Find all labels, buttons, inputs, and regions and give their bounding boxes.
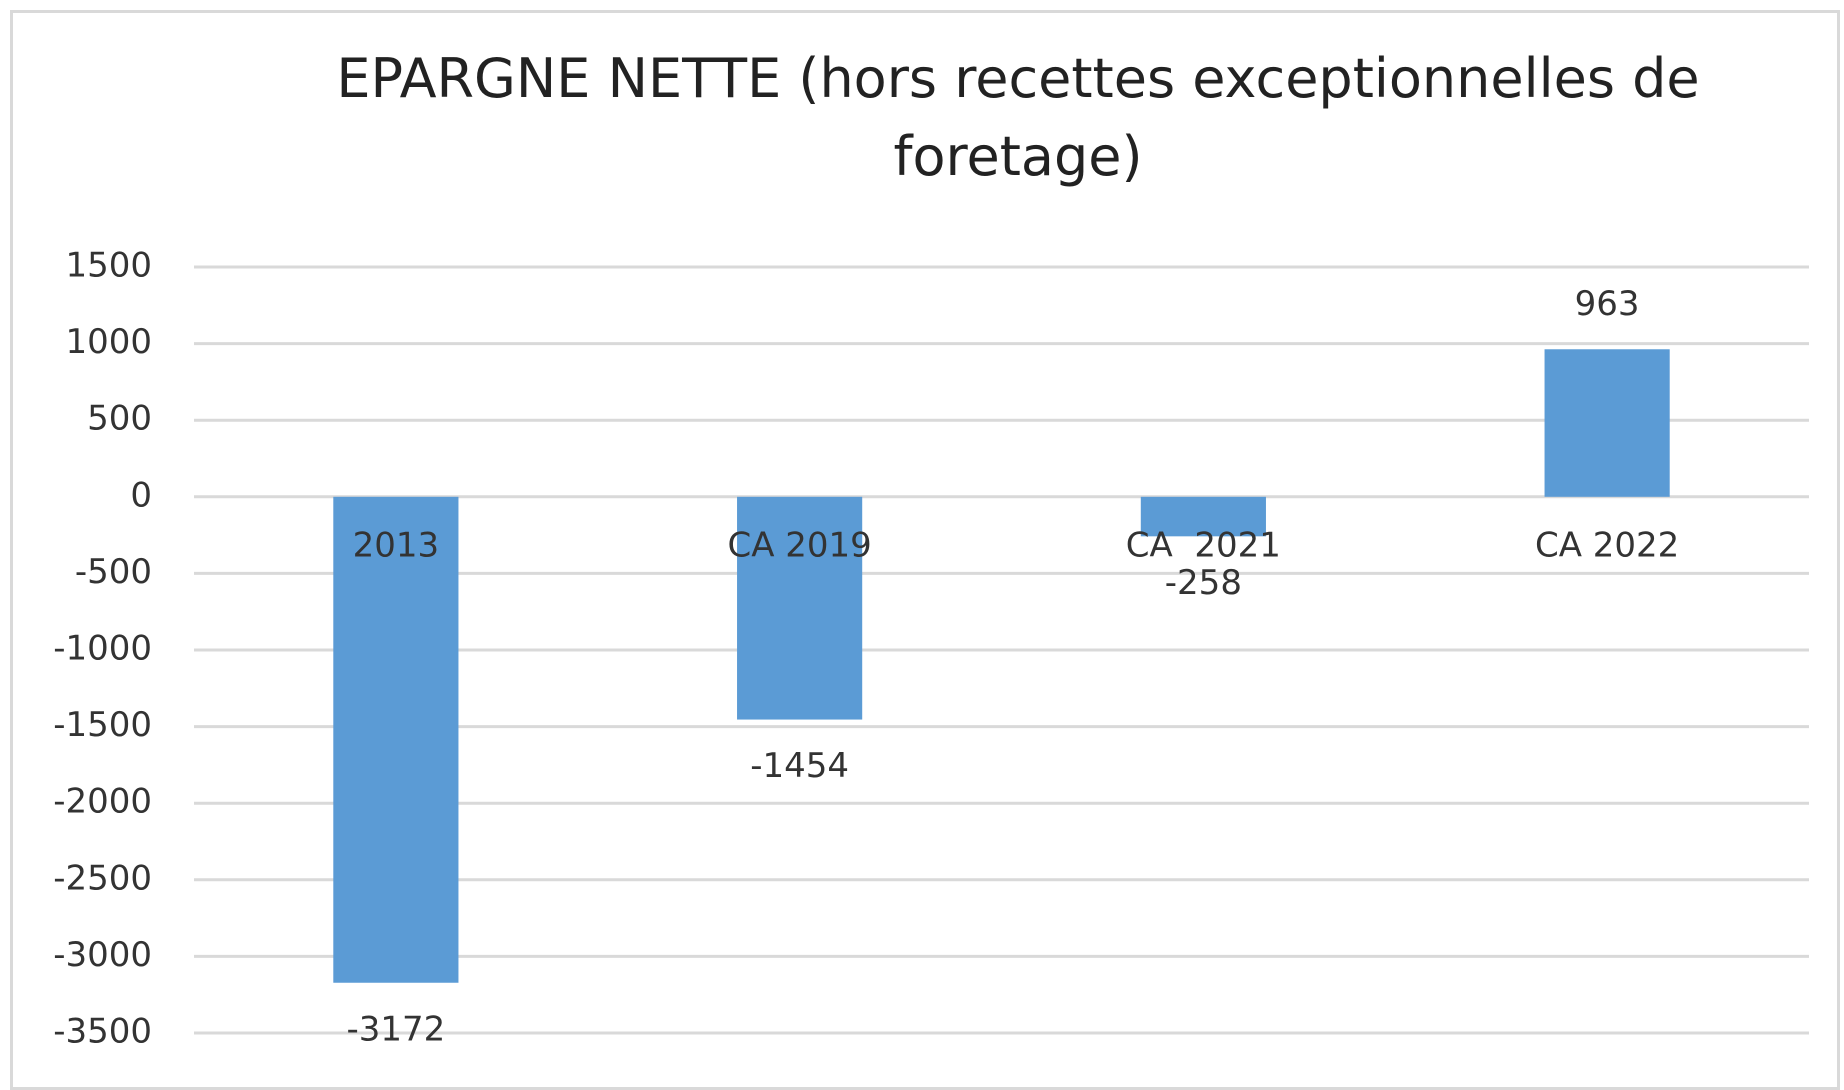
y-tick-label: 0: [130, 475, 152, 515]
y-tick-label: 500: [87, 399, 152, 439]
x-tick-label: CA 2022: [1535, 525, 1679, 565]
x-tick-label: 2013: [353, 525, 440, 565]
y-tick-label: -500: [75, 552, 152, 592]
data-label: -258: [1165, 563, 1242, 603]
bar: [1140, 496, 1266, 537]
x-tick-label: CA 2021: [1126, 525, 1281, 565]
y-tick-label: -2000: [53, 782, 152, 822]
data-label: -1454: [750, 746, 849, 786]
chart-title: EPARGNE NETTE (hors recettes exceptionne…: [336, 47, 1700, 188]
y-tick-label: 1000: [65, 322, 152, 362]
y-tick-label: -2500: [53, 858, 152, 898]
bar: [333, 496, 459, 983]
data-label: 963: [1575, 284, 1640, 324]
data-label: -3172: [346, 1009, 445, 1049]
y-tick-label: 1500: [65, 246, 152, 286]
bar: [737, 496, 863, 720]
y-tick-label: -3000: [53, 935, 152, 975]
y-tick-label: -1000: [53, 629, 152, 669]
bar: [1544, 349, 1670, 497]
y-tick-label: -1500: [53, 705, 152, 745]
y-tick-label: -3500: [53, 1012, 152, 1052]
x-tick-label: CA 2019: [727, 525, 871, 565]
